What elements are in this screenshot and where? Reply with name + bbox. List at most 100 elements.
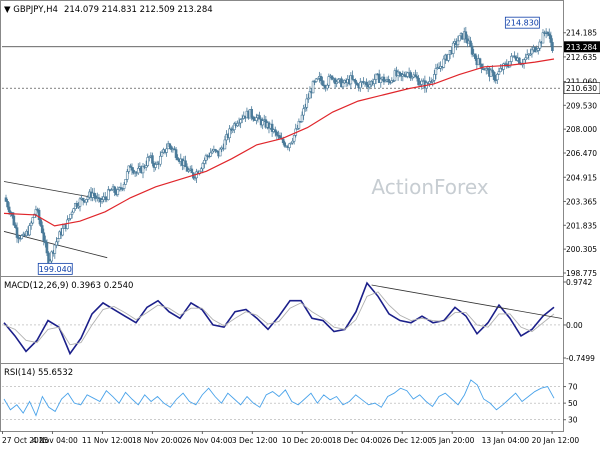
candle-body xyxy=(94,195,98,199)
candle-body xyxy=(513,55,516,58)
candle-body xyxy=(136,168,140,174)
candle-body xyxy=(429,81,433,83)
candle-body xyxy=(119,187,123,189)
candle-body xyxy=(144,165,148,168)
candle-body xyxy=(420,80,424,85)
candle-body xyxy=(69,213,72,219)
candle-body xyxy=(289,142,293,145)
candle-body xyxy=(464,31,468,40)
candle-body xyxy=(321,80,324,86)
candle-body xyxy=(72,208,76,213)
candle-body xyxy=(469,40,472,47)
candle-body xyxy=(530,49,534,55)
moving-average-line xyxy=(3,58,555,227)
candle-body xyxy=(359,81,362,89)
macd-tick-label: 0.00 xyxy=(566,321,583,330)
time-tick-label: 3 Dec 12:00 xyxy=(232,436,278,445)
candle-body xyxy=(129,165,132,168)
candle-body xyxy=(78,198,82,207)
candle-body xyxy=(398,71,401,74)
candle-body xyxy=(251,116,255,120)
candle-body xyxy=(510,55,513,62)
candle-body xyxy=(415,76,419,79)
candle-body xyxy=(86,196,90,200)
candle-body xyxy=(473,53,477,59)
candle-body xyxy=(125,171,129,180)
candle-body xyxy=(313,81,316,83)
candle-body xyxy=(116,189,120,195)
candle-body xyxy=(417,77,420,86)
candle-body xyxy=(44,240,47,244)
macd-line xyxy=(3,281,555,356)
candle-body xyxy=(458,35,461,42)
candle-body xyxy=(193,177,197,180)
candle-body xyxy=(447,53,450,61)
candle-body xyxy=(518,57,521,64)
candle-body xyxy=(61,228,64,236)
candle-body xyxy=(185,166,189,172)
candle-body xyxy=(36,209,39,211)
price-annotation-box xyxy=(504,16,540,29)
candle-body xyxy=(409,72,413,79)
candle-body xyxy=(165,148,168,153)
candle-body xyxy=(124,179,127,185)
candle-body xyxy=(270,123,274,132)
candle-body xyxy=(308,91,312,99)
candle-body xyxy=(33,213,36,218)
time-tick-label: 18 Nov 20:00 xyxy=(132,436,183,445)
candle-body xyxy=(250,109,253,118)
time-tick-label: 5 Jan 20:00 xyxy=(432,436,475,445)
candle-body xyxy=(12,215,16,226)
candle-body xyxy=(322,84,326,87)
candle-body xyxy=(29,222,33,226)
candle-body xyxy=(184,160,187,168)
candle-body xyxy=(418,84,422,86)
candle-body xyxy=(478,58,482,65)
ohlc-values: 214.079 214.831 212.509 213.284 xyxy=(64,5,213,15)
time-tick-label: 11 Nov 12:00 xyxy=(82,436,133,445)
candle-body xyxy=(203,160,206,164)
candle-body xyxy=(354,79,357,84)
candle-body xyxy=(403,74,406,77)
candle-body xyxy=(100,199,104,203)
candle-body xyxy=(497,71,501,75)
candle-body xyxy=(316,77,320,80)
candle-body xyxy=(239,119,242,124)
candle-body xyxy=(349,75,353,85)
price-annotation-label: 199.040 xyxy=(39,265,72,274)
price-tick-label: 209.530 xyxy=(566,101,597,110)
candle-body xyxy=(296,128,299,130)
candle-body xyxy=(278,135,282,139)
candle-body xyxy=(56,238,60,243)
price-tick-label: 208.000 xyxy=(566,125,597,134)
candle-body xyxy=(107,189,110,200)
macd-tick-label: 0.9742 xyxy=(566,278,592,287)
candle-body xyxy=(335,81,338,84)
candle-body xyxy=(223,139,227,150)
candle-body xyxy=(237,122,241,125)
candle-body xyxy=(159,155,162,165)
candle-body xyxy=(377,73,381,83)
candle-body xyxy=(122,184,126,189)
time-tick-label: 4 Nov 04:00 xyxy=(32,436,78,445)
watermark: ActionForex xyxy=(371,175,488,199)
candle-body xyxy=(541,32,545,44)
current-price-box xyxy=(564,41,600,53)
candle-body xyxy=(228,128,231,139)
candle-body xyxy=(4,197,8,202)
candle-body xyxy=(210,150,214,154)
candle-body xyxy=(50,251,53,262)
macd-trendline xyxy=(371,284,563,319)
candle-body xyxy=(258,115,261,120)
candle-body xyxy=(103,196,107,199)
candle-body xyxy=(551,42,554,51)
time-tick-label: 26 Nov 04:00 xyxy=(182,436,233,445)
candle-body xyxy=(273,129,277,133)
candle-body xyxy=(127,165,131,172)
candle-body xyxy=(365,81,368,86)
candle-body xyxy=(496,73,499,81)
price-annotation-label: 214.830 xyxy=(506,19,539,28)
candle-body xyxy=(199,168,203,172)
candle-body xyxy=(307,97,310,100)
price-tick-label: 203.365 xyxy=(566,197,597,206)
